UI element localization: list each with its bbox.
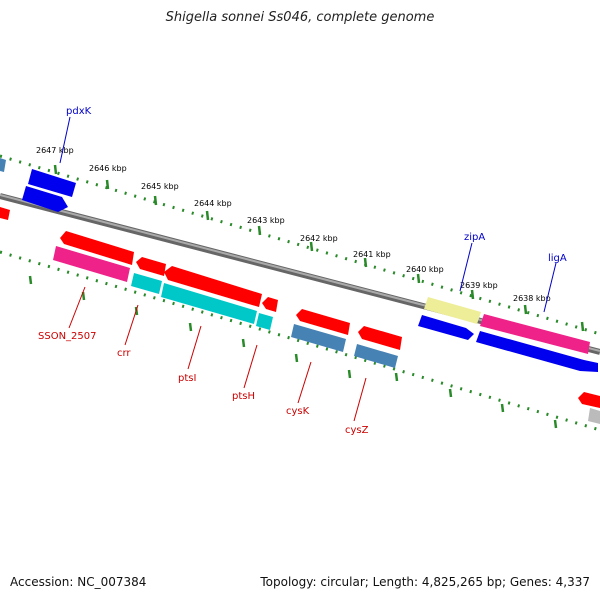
tick-label-2638: 2638 kbp [513, 294, 551, 303]
accession-text: Accession: NC_007384 [10, 575, 147, 589]
gene-red-edge-left[interactable] [0, 207, 10, 220]
gene-SSON_2507[interactable] [53, 246, 130, 282]
topology-text: Topology: circular; Length: 4,825,265 bp… [260, 575, 590, 589]
gene-label-SSON_2507[interactable]: SSON_2507 [38, 331, 97, 342]
gene-label-ptsH[interactable]: ptsH [232, 391, 255, 402]
gene-cysZ[interactable] [354, 344, 398, 368]
tick-label-2643: 2643 kbp [247, 216, 285, 225]
gene-pdxK[interactable] [28, 169, 76, 197]
tick-label-2642: 2642 kbp [300, 234, 338, 243]
gene-label-cysZ[interactable]: cysZ [345, 425, 369, 436]
gene-crr[interactable] [131, 273, 162, 294]
inner-tick-track [0, 250, 600, 432]
gene-red-5[interactable] [296, 309, 350, 335]
gene-red-4[interactable] [262, 297, 278, 312]
gene-steelblue-edge[interactable] [0, 158, 6, 172]
gene-red-2[interactable] [136, 257, 166, 276]
tick-labels: 2647 kbp 2646 kbp 2645 kbp 2644 kbp 2643… [36, 146, 551, 303]
tick-label-2639: 2639 kbp [460, 281, 498, 290]
label-leader-lines [59, 116, 557, 422]
tick-label-2646: 2646 kbp [89, 164, 127, 173]
gene-ligA[interactable] [480, 314, 590, 354]
gene-label-pdxK[interactable]: pdxK [66, 106, 92, 117]
gene-red-3[interactable] [164, 266, 262, 307]
gene-label-cysK[interactable]: cysK [286, 406, 310, 417]
reverse-strand-genes[interactable] [53, 231, 600, 424]
tick-label-2644: 2644 kbp [194, 199, 232, 208]
gene-label-ligA[interactable]: ligA [548, 253, 567, 264]
map-title: Shigella sonnei Ss046, complete genome [165, 10, 435, 25]
tick-label-2645: 2645 kbp [141, 182, 179, 191]
major-ticks [28, 164, 585, 429]
gene-red-6[interactable] [358, 326, 402, 350]
tick-label-2641: 2641 kbp [353, 250, 391, 259]
gene-zipA[interactable] [424, 297, 481, 324]
gene-blue-ligA-adj[interactable] [476, 331, 598, 372]
gene-label-ptsI[interactable]: ptsI [178, 373, 196, 384]
gene-label-crr[interactable]: crr [117, 348, 131, 359]
gene-ptsI[interactable] [161, 283, 257, 324]
gene-ptsH[interactable] [256, 313, 273, 330]
gene-red-edge-right[interactable] [578, 392, 600, 408]
outer-tick-track [0, 154, 600, 336]
tick-label-2647: 2647 kbp [36, 146, 74, 155]
gene-cysK[interactable] [291, 324, 346, 352]
gene-gray-edge-right[interactable] [588, 408, 600, 424]
gene-labels: pdxK zipA ligA SSON_2507 crr ptsI ptsH c… [38, 106, 567, 436]
tick-label-2640: 2640 kbp [406, 265, 444, 274]
gene-blue-2[interactable] [22, 186, 68, 212]
forward-strand-genes[interactable] [0, 158, 598, 372]
gene-label-zipA[interactable]: zipA [464, 232, 485, 243]
gene-blue-zipA-adj[interactable] [418, 315, 474, 340]
gene-red-1[interactable] [60, 231, 134, 265]
